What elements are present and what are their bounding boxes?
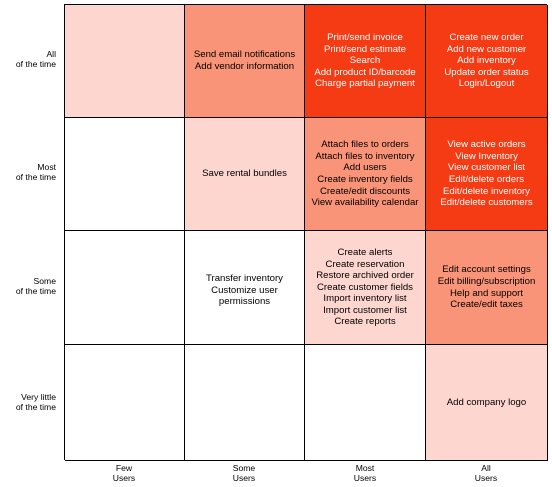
feature-item: Edit billing/subscription (437, 275, 536, 287)
matrix-cell-very-little-most-users (305, 345, 426, 461)
feature-item: View active orders (447, 139, 526, 151)
matrix-cell-most-few-users (65, 118, 185, 231)
feature-item: Restore archived order (316, 270, 414, 282)
feature-item: Create reservation (325, 258, 405, 270)
feature-item: Transfer inventory (206, 273, 283, 285)
feature-item: Create inventory fields (317, 174, 413, 185)
matrix-cell-all-few-users (65, 5, 185, 118)
feature-item: Attach files to inventory (315, 150, 415, 162)
feature-item: Edit account settings (442, 264, 531, 276)
feature-item: Add company logo (446, 396, 527, 408)
matrix-cell-some-few-users (65, 231, 185, 345)
matrix-cell-all-most-users: Print/send invoice Print/send estimate Sea… (305, 5, 426, 118)
row-label-line1: Very little (21, 392, 56, 402)
feature-item: Login/Logout (458, 78, 515, 90)
feature-item: Create new order (449, 32, 524, 44)
feature-item: Update order status (444, 66, 529, 78)
feature-item: Create customer fields (317, 281, 413, 293)
matrix-cell-most-all-users: View active orders View Inventory View cus… (426, 118, 548, 231)
matrix-cell-most-most-users: Attach files to orders Attach files to in… (305, 118, 426, 231)
col-label-few-users: Few Users (64, 463, 184, 484)
feature-item: Add new customer (446, 43, 527, 55)
col-label-line1: Some (232, 463, 256, 473)
matrix-cell-very-little-all-users: Add company logo (426, 345, 548, 461)
feature-item: Edit/delete inventory (443, 185, 530, 197)
matrix-cell-all-all-users: Create new order Add new customer Add inve… (426, 5, 548, 118)
col-label-line2: Users (112, 473, 136, 484)
feature-item: Print/send estimate (323, 43, 407, 55)
row-label-line2: of the time (15, 286, 56, 297)
feature-item: Save rental bundles (202, 168, 287, 180)
feature-item: View availability calendar (311, 197, 419, 209)
feature-item: Create alerts (337, 246, 393, 258)
col-label-line2: Users (474, 473, 498, 484)
feature-item: Search (349, 55, 381, 67)
feature-item: Add vendor information (194, 61, 295, 72)
row-label-line2: of the time (15, 172, 56, 183)
matrix-grid: Send email notifications Add vendor infor… (64, 4, 548, 461)
row-label-line1: Most (37, 162, 56, 172)
row-label-very-little: Very little of the time (0, 392, 56, 413)
col-label-line1: Few (115, 463, 133, 473)
feature-item: Send email notifications (193, 49, 296, 61)
feature-item: Charge partial payment (315, 78, 415, 90)
row-label-line2: of the time (15, 402, 56, 413)
col-label-line2: Users (353, 473, 377, 484)
feature-item: Edit/delete orders (448, 174, 525, 185)
col-label-all-users: All Users (426, 463, 546, 484)
feature-item: Create/edit discounts (319, 185, 411, 197)
row-label-line1: All (46, 49, 56, 59)
col-label-some-users: Some Users (184, 463, 304, 484)
row-label-some: Some of the time (0, 276, 56, 297)
feature-item: Import customer list (323, 304, 407, 316)
matrix-cell-very-little-few-users (65, 345, 185, 461)
feature-item: Add product ID/barcode (314, 66, 416, 78)
matrix-cell-very-little-some-users (185, 345, 305, 461)
col-label-line1: Most (355, 463, 375, 473)
feature-item: Help and support (449, 287, 524, 299)
col-label-line1: All (481, 463, 491, 473)
matrix-cell-some-most-users: Create alerts Create reservation Restore a… (305, 231, 426, 345)
row-label-line2: of the time (15, 59, 56, 70)
matrix-cell-some-all-users: Edit account settings Edit billing/subscr… (426, 231, 548, 345)
feature-item: Print/send invoice (327, 32, 403, 44)
feature-item: Create/edit taxes (450, 299, 523, 311)
feature-item: View Inventory (455, 150, 518, 162)
feature-item: View customer list (447, 162, 526, 174)
feature-item: Edit/delete customers (440, 197, 533, 209)
feature-item: Customize user permissions (211, 284, 278, 308)
row-label-most: Most of the time (0, 162, 56, 183)
row-label-all: All of the time (0, 49, 56, 70)
row-label-line1: Some (33, 276, 56, 286)
col-label-line2: Users (232, 473, 256, 484)
matrix-cell-most-some-users: Save rental bundles (185, 118, 305, 231)
matrix-cell-some-some-users: Transfer inventory Customize user permiss… (185, 231, 305, 345)
feature-item: Create reports (334, 316, 396, 328)
col-label-most-users: Most Users (305, 463, 425, 484)
feature-item: Import inventory list (323, 293, 407, 305)
feature-item: Add users (343, 162, 387, 174)
feature-item: Attach files to orders (321, 139, 409, 151)
feature-item: Add inventory (457, 55, 516, 67)
matrix-cell-all-some-users: Send email notifications Add vendor infor… (185, 5, 305, 118)
